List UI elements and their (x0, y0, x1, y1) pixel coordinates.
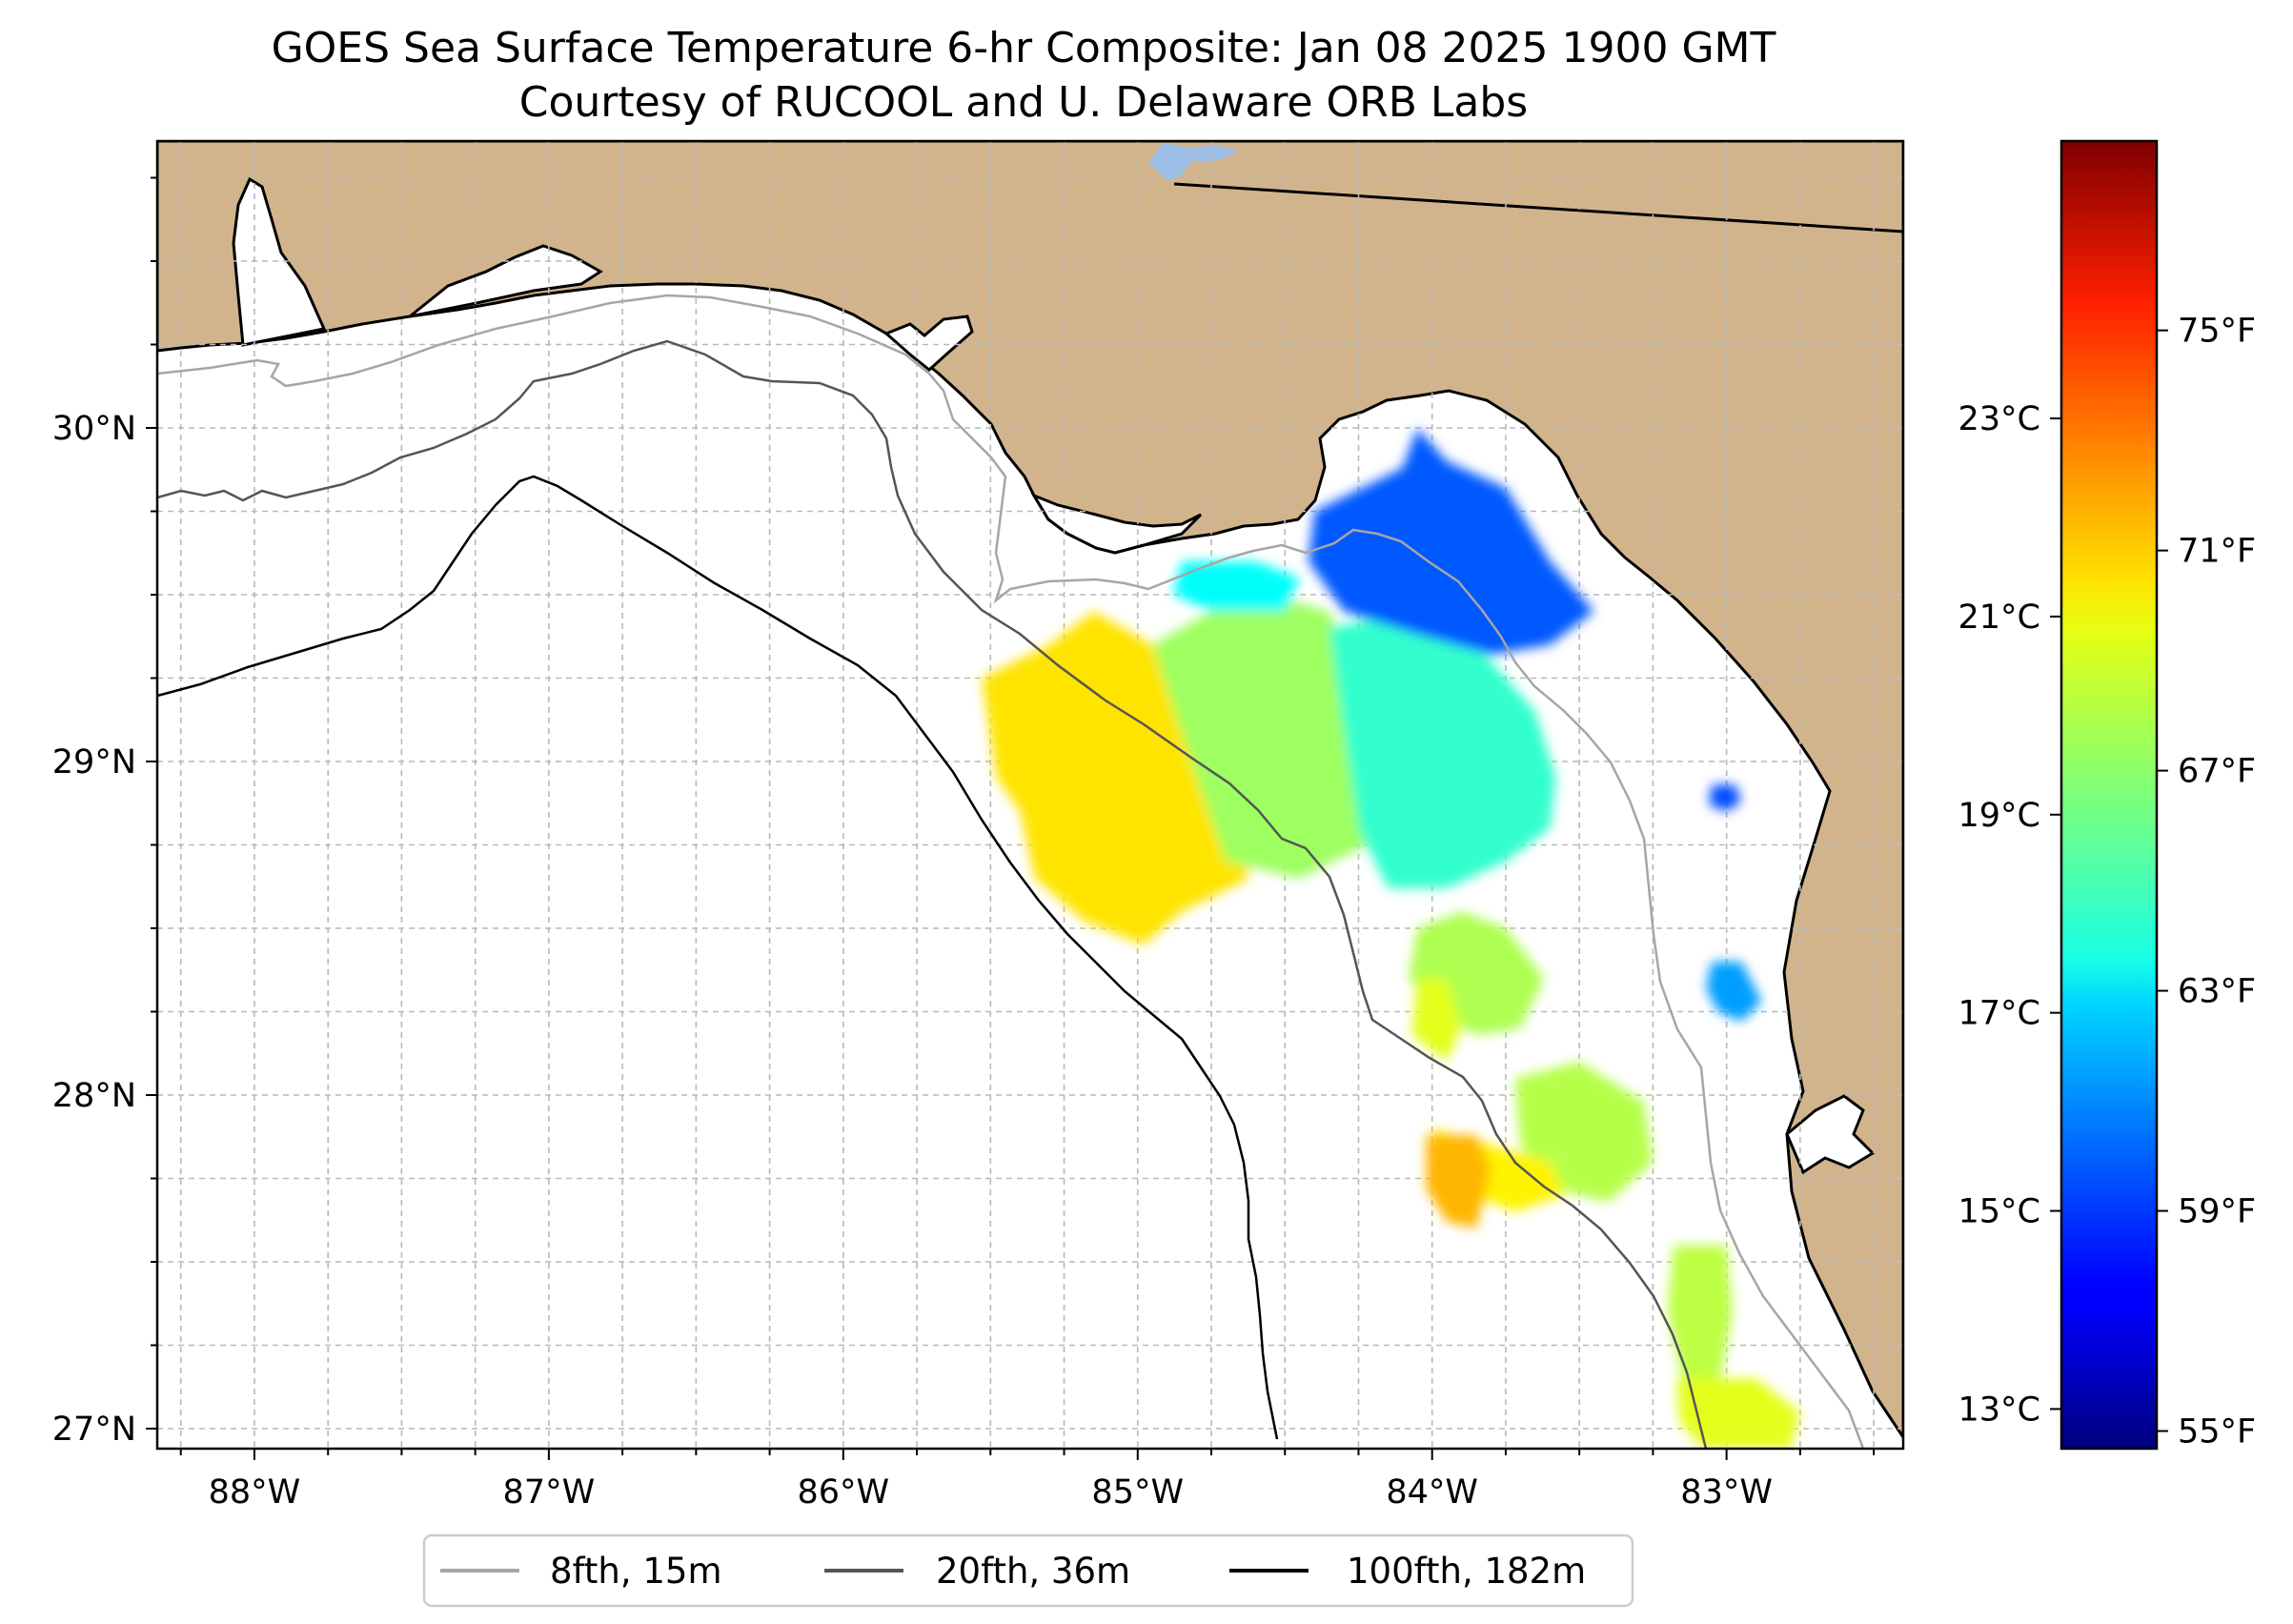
sst-field (982, 428, 1800, 1449)
lon-axis: 88°W 87°W 86°W 85°W 84°W 83°W (179, 1449, 1876, 1512)
lat-axis: 27°N 28°N 29°N 30°N (52, 176, 157, 1449)
state-border (1173, 182, 1903, 233)
colorbar-celsius-label: 19°C (1958, 797, 2040, 835)
map-panel: 27°N 28°N 29°N 30°N 88°W 87°W 86°W 85°W 84°W 83°… (52, 139, 1905, 1512)
colorbar-fahrenheit-label: 67°F (2178, 753, 2256, 791)
colorbar-celsius-label: 21°C (1958, 599, 2040, 637)
land-panhandle (157, 141, 1903, 1440)
sst-apalachee-blue-patch (1308, 428, 1594, 655)
lon-tick-label: 88°W (209, 1473, 301, 1512)
tampa-bay (1785, 1094, 1876, 1175)
sst-southern-orange (1426, 1135, 1491, 1228)
sst-coastal-blue-spot (1709, 784, 1742, 812)
colorbar-fahrenheit-label: 55°F (2178, 1413, 2256, 1451)
colorbar-fahrenheit-label: 75°F (2178, 313, 2256, 351)
isobath-20fth (157, 339, 1708, 1449)
choctawhatchee-bay (409, 244, 603, 318)
legend-label-100fth: 100fth, 182m (1347, 1551, 1586, 1592)
figure-subtitle: Courtesy of RUCOOL and U. Delaware ORB L… (519, 78, 1528, 127)
sst-northern-cyan-strip (1172, 561, 1300, 612)
colorbar: 13°C 15°C 17°C 19°C 21°C 23°C 55°F 59°F 63°F 67°… (1958, 139, 2256, 1451)
legend-box (422, 1533, 1634, 1608)
figure-title: GOES Sea Surface Temperature 6-hr Compos… (272, 24, 1776, 72)
lat-tick-label: 27°N (52, 1411, 136, 1449)
map-frame (155, 139, 1905, 1451)
sst-mid-shelf-yellow (1411, 978, 1462, 1062)
isobath-legend: 8fth, 15m 20fth, 36m 100fth, 182m (422, 1533, 1634, 1608)
legend-label-20fth: 20fth, 36m (936, 1551, 1130, 1592)
lon-tick-label: 85°W (1091, 1473, 1184, 1512)
colorbar-gradient (2060, 139, 2159, 1451)
colorbar-celsius-label: 23°C (1958, 400, 2040, 438)
lat-tick-label: 29°N (52, 743, 136, 782)
lat-tick-label: 28°N (52, 1077, 136, 1115)
lat-tick-label: 30°N (52, 410, 136, 448)
isobath-100fth (157, 475, 1279, 1440)
sst-eastern-cyan-patch (1329, 611, 1556, 888)
sst-central-green-patch (1152, 595, 1373, 879)
colorbar-celsius-axis: 13°C 15°C 17°C 19°C 21°C 23°C (1958, 400, 2061, 1429)
lake-seminole (1148, 143, 1239, 181)
colorbar-fahrenheit-label: 71°F (2178, 533, 2256, 571)
colorbar-fahrenheit-label: 63°F (2178, 973, 2256, 1011)
legend-label-8fth: 8fth, 15m (550, 1551, 722, 1592)
colorbar-celsius-label: 13°C (1958, 1391, 2040, 1429)
lon-tick-label: 86°W (797, 1473, 889, 1512)
colorbar-fahrenheit-label: 59°F (2178, 1193, 2256, 1231)
sst-tampa-yellow (1676, 1378, 1800, 1449)
colorbar-celsius-label: 17°C (1958, 995, 2040, 1033)
sst-coastal-blue-patch-2 (1706, 962, 1762, 1022)
sst-tampa-green (1667, 1245, 1733, 1379)
apalachicola-bay (1030, 492, 1203, 555)
lon-tick-label: 87°W (503, 1473, 596, 1512)
lon-tick-label: 83°W (1680, 1473, 1773, 1512)
lon-tick-label: 84°W (1386, 1473, 1478, 1512)
isobath-8fth (157, 294, 1865, 1449)
colorbar-celsius-label: 15°C (1958, 1193, 2040, 1231)
colorbar-fahrenheit-axis: 55°F 59°F 63°F 67°F 71°F 75°F (2157, 313, 2256, 1451)
